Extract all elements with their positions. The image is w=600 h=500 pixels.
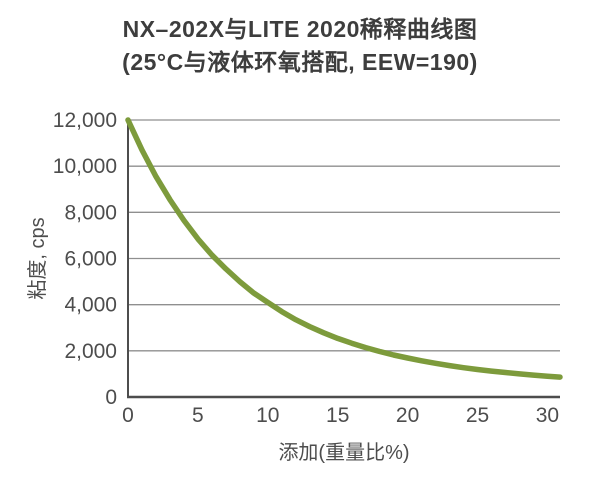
y-tick-label-6,000: 6,000 bbox=[64, 248, 117, 271]
y-tick-label-2,000: 2,000 bbox=[64, 340, 117, 363]
x-tick-label-5: 5 bbox=[192, 404, 204, 427]
x-tick-label-15: 15 bbox=[326, 404, 349, 427]
x-tick-label-20: 20 bbox=[396, 404, 419, 427]
y-tick-label-8,000: 8,000 bbox=[64, 201, 117, 224]
x-tick-label-25: 25 bbox=[466, 404, 489, 427]
chart-title: NX–202X与LITE 2020稀释曲线图 (25°C与液体环氧搭配, EEW… bbox=[0, 13, 600, 79]
y-tick-label-10,000: 10,000 bbox=[53, 155, 117, 178]
x-tick-label-10: 10 bbox=[256, 404, 279, 427]
x-axis-title: 添加(重量比%) bbox=[278, 441, 409, 464]
chart-title-line2: (25°C与液体环氧搭配, EEW=190) bbox=[122, 49, 478, 75]
y-tick-label-4,000: 4,000 bbox=[64, 294, 117, 317]
y-tick-label-12,000: 12,000 bbox=[53, 109, 117, 132]
y-axis-title: 粘度, cps bbox=[26, 217, 49, 299]
chart-title-line1: NX–202X与LITE 2020稀释曲线图 bbox=[122, 16, 478, 42]
dilution-curve-line bbox=[125, 117, 563, 380]
x-tick-label-0: 0 bbox=[122, 404, 134, 427]
x-tick-label-30: 30 bbox=[536, 404, 559, 427]
y-tick-label-0: 0 bbox=[105, 386, 117, 409]
